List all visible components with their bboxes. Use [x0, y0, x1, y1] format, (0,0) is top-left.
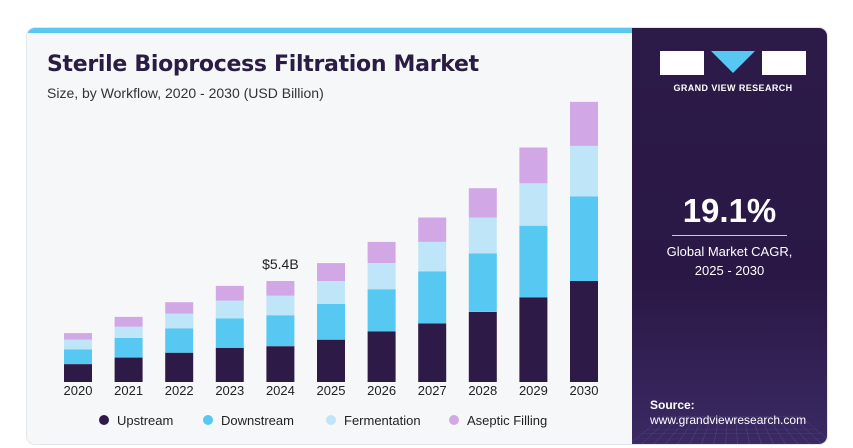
bar-segment-downstream-2021: [114, 338, 143, 358]
chart-subtitle: Size, by Workflow, 2020 - 2030 (USD Bill…: [47, 85, 324, 101]
bar-segment-fermentation-2029: [519, 183, 548, 226]
bar-segment-upstream-2030: [570, 281, 598, 382]
x-tick-label-2023: 2023: [215, 383, 244, 398]
x-tick-label-2027: 2027: [418, 383, 447, 398]
bar-segment-fermentation-2020: [64, 339, 92, 350]
bar-segment-aseptic-filling-2030: [570, 101, 598, 146]
bar-segment-fermentation-2023: [215, 300, 244, 319]
x-tick-label-2030: 2030: [570, 383, 599, 398]
bar-segment-aseptic-filling-2029: [519, 147, 548, 184]
bar-segment-fermentation-2028: [468, 217, 497, 254]
bar-segment-aseptic-filling-2021: [114, 316, 143, 327]
bar-segment-upstream-2028: [468, 312, 497, 382]
bar-segment-downstream-2025: [317, 303, 345, 340]
legend-swatch: [449, 415, 459, 425]
cagr-divider: [672, 235, 787, 236]
bar-segment-downstream-2024: [266, 315, 295, 347]
x-tick-label-2020: 2020: [64, 383, 93, 398]
legend-swatch: [326, 415, 336, 425]
logo-mark-icon: [660, 51, 806, 77]
source-link[interactable]: www.grandviewresearch.com: [650, 413, 807, 427]
bar-segment-upstream-2022: [165, 352, 194, 382]
x-tick-label-2029: 2029: [519, 383, 548, 398]
bar-segment-downstream-2029: [519, 225, 548, 298]
bar-segment-aseptic-filling-2020: [64, 333, 92, 340]
legend-label: Aseptic Filling: [467, 413, 547, 428]
bar-segment-aseptic-filling-2026: [367, 241, 396, 264]
infographic-card: Sterile Bioprocess Filtration Market Siz…: [27, 28, 827, 444]
bar-segment-upstream-2025: [317, 339, 345, 382]
bar-segment-upstream-2024: [266, 346, 295, 382]
callout-label: $5.4B: [262, 256, 299, 272]
cagr-label-line1: Global Market CAGR,: [666, 244, 793, 259]
summary-panel: GRAND VIEW RESEARCH 19.1% Global Market …: [632, 28, 827, 444]
x-tick-label-2025: 2025: [317, 383, 346, 398]
bar-segment-downstream-2028: [468, 253, 497, 312]
legend-item-upstream: Upstream: [99, 413, 173, 428]
cagr-value: 19.1%: [682, 192, 777, 229]
source-label: Source:: [650, 398, 695, 412]
legend-swatch: [203, 415, 213, 425]
bar-segment-aseptic-filling-2025: [317, 263, 345, 281]
chart-panel: Sterile Bioprocess Filtration Market Siz…: [27, 28, 632, 444]
bar-segment-aseptic-filling-2022: [165, 302, 194, 314]
bar-segment-downstream-2030: [570, 196, 598, 281]
bar-segment-fermentation-2025: [317, 281, 345, 304]
chart-title: Sterile Bioprocess Filtration Market: [47, 52, 479, 77]
bar-segment-downstream-2023: [215, 318, 244, 348]
x-tick-label-2024: 2024: [266, 383, 295, 398]
bar-segment-downstream-2020: [64, 349, 92, 365]
bar-segment-upstream-2021: [114, 357, 143, 382]
legend-label: Downstream: [221, 413, 294, 428]
source-note: Source: www.grandviewresearch.com: [650, 398, 806, 428]
legend-label: Fermentation: [344, 413, 421, 428]
legend-swatch: [99, 415, 109, 425]
bar-segment-upstream-2023: [215, 347, 244, 382]
bar-segment-downstream-2022: [165, 328, 194, 353]
bar-segment-fermentation-2027: [418, 241, 447, 272]
bar-segment-upstream-2029: [519, 297, 548, 382]
bar-segment-aseptic-filling-2028: [468, 188, 497, 218]
brand-name: GRAND VIEW RESEARCH: [673, 83, 793, 93]
x-tick-label-2021: 2021: [114, 383, 143, 398]
bar-segment-aseptic-filling-2027: [418, 217, 447, 242]
bar-segment-upstream-2027: [418, 323, 447, 382]
x-tick-label-2028: 2028: [468, 383, 497, 398]
cagr-label: Global Market CAGR, 2025 - 2030: [632, 242, 827, 280]
x-tick-label-2022: 2022: [165, 383, 194, 398]
x-tick-label-2026: 2026: [367, 383, 396, 398]
stacked-bar-chart: 2020 2021 2022 2023 $5.4B 2024 2025 2026 2027 202…: [64, 101, 599, 428]
bar-segment-downstream-2026: [367, 289, 396, 332]
bar-segment-fermentation-2022: [165, 313, 194, 329]
bar-segment-upstream-2026: [367, 331, 396, 382]
brand-logo: GRAND VIEW RESEARCH: [660, 51, 810, 93]
legend-item-downstream: Downstream: [203, 413, 294, 428]
bar-segment-aseptic-filling-2023: [215, 285, 244, 301]
bar-segment-fermentation-2024: [266, 295, 295, 316]
bar-segment-downstream-2027: [418, 271, 447, 324]
cagr-label-line2: 2025 - 2030: [694, 263, 765, 278]
legend-item-aseptic-filling: Aseptic Filling: [449, 413, 547, 428]
legend-label: Upstream: [117, 413, 173, 428]
bar-segment-fermentation-2030: [570, 145, 598, 197]
bar-segment-upstream-2020: [64, 364, 92, 382]
bar-segment-aseptic-filling-2024: [266, 281, 295, 296]
bar-segment-fermentation-2026: [367, 263, 396, 290]
bar-segment-fermentation-2021: [114, 326, 143, 338]
legend-item-fermentation: Fermentation: [326, 413, 421, 428]
